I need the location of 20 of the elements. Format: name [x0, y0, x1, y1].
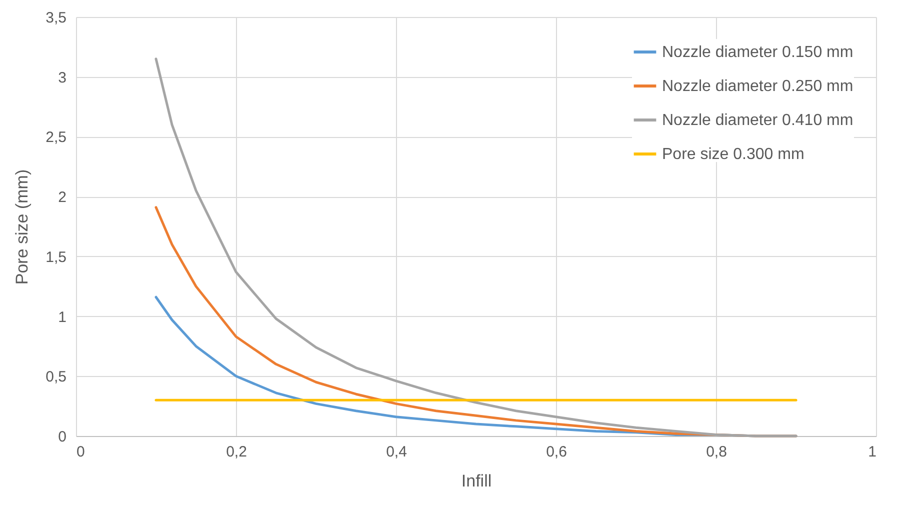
legend-label: Nozzle diameter 0.150 mm — [662, 44, 854, 61]
x-tick-label: 0,2 — [226, 444, 247, 460]
y-tick-label: 1,5 — [46, 248, 66, 266]
legend-label: Nozzle diameter 0.250 mm — [662, 78, 854, 95]
y-tick-label: 1 — [58, 308, 66, 326]
x-tick-label: 1 — [868, 444, 876, 460]
x-axis-title: Infill — [461, 472, 492, 490]
y-tick-label: 2,5 — [46, 129, 66, 146]
y-tick-label: 0 — [58, 428, 66, 446]
legend-label: Nozzle diameter 0.410 mm — [662, 112, 854, 129]
x-tick-label: 0,8 — [706, 444, 727, 460]
y-tick-label: 3 — [58, 69, 66, 86]
y-tick-label: 3,5 — [46, 10, 66, 26]
x-tick-label: 0,6 — [546, 444, 567, 460]
y-axis-title: Pore size (mm) — [12, 169, 32, 285]
x-tick-label: 0,4 — [386, 444, 407, 460]
y-tick-label: 2 — [58, 189, 66, 206]
y-tick-label: 0,5 — [46, 368, 66, 386]
x-tick-label: 0 — [76, 444, 85, 460]
legend-label: Pore size 0.300 mm — [662, 146, 804, 163]
